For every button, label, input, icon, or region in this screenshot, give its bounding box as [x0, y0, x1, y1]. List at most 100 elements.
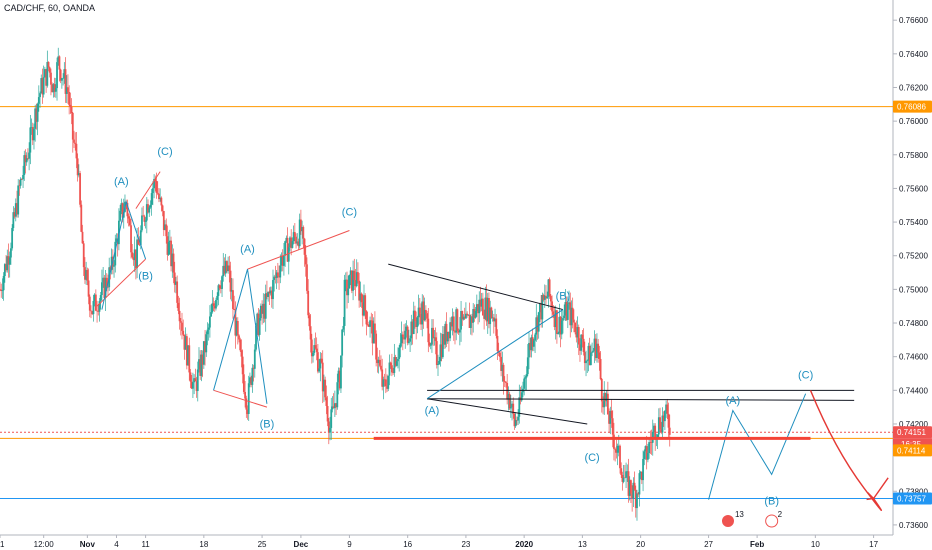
candle-body — [576, 327, 579, 338]
candle-body — [42, 77, 45, 95]
candle-body — [320, 358, 323, 363]
candle-body — [142, 215, 145, 217]
candle-body — [529, 342, 532, 351]
candle-body — [238, 335, 240, 340]
candle-body — [633, 482, 636, 490]
y-tick-label: 0.73600 — [899, 521, 928, 530]
candle-body — [196, 369, 199, 392]
candle-body — [440, 344, 443, 358]
candle-body — [594, 338, 597, 358]
candle-body — [216, 295, 219, 300]
candle-body — [523, 378, 526, 389]
candle-body — [134, 249, 137, 269]
candle-body — [296, 241, 299, 244]
candle-body — [380, 365, 382, 370]
candle-body — [266, 293, 268, 297]
candle-body — [189, 372, 192, 382]
candle-body — [461, 311, 464, 320]
candle-body — [308, 315, 311, 327]
candle-body — [298, 219, 301, 247]
candle-body — [593, 338, 596, 351]
candle-body — [451, 316, 454, 327]
candle-body — [67, 87, 69, 92]
candle-body — [535, 317, 538, 335]
candle-body — [18, 185, 21, 187]
trend-line — [427, 398, 588, 425]
candle-body — [212, 303, 215, 306]
candle-body — [13, 212, 16, 217]
blue-wave-line — [426, 309, 564, 400]
candle-body — [366, 324, 369, 325]
wave-label: (A) — [726, 395, 741, 407]
candle-body — [377, 359, 380, 364]
candle-body — [12, 212, 15, 228]
price-tag-current: 0.74151 — [897, 428, 926, 437]
candle-body — [50, 72, 52, 85]
candle-body — [528, 342, 530, 358]
candle-body — [467, 314, 470, 316]
candle-body — [492, 317, 495, 322]
candle-body — [507, 393, 510, 400]
candle-body — [80, 204, 83, 232]
candle-body — [278, 276, 280, 278]
candle-body — [623, 477, 626, 479]
candle-body — [293, 232, 296, 237]
candle-body — [536, 317, 539, 332]
candle-body — [397, 358, 399, 362]
candle-body — [478, 299, 481, 314]
candle-body — [300, 219, 302, 232]
x-tick-label: 10 — [811, 540, 820, 549]
red-wave-line — [96, 258, 146, 307]
candle-body — [233, 308, 236, 310]
candle-body — [450, 322, 453, 327]
candle-body — [391, 365, 393, 373]
candle-body — [113, 265, 115, 267]
candle-body — [94, 294, 97, 311]
candle-body — [628, 480, 631, 496]
candle-body — [460, 311, 462, 330]
candle-body — [86, 269, 89, 281]
candle-body — [363, 295, 365, 316]
candle-body — [393, 357, 396, 373]
candle-body — [364, 295, 367, 311]
candle-body — [355, 272, 358, 287]
candle-body — [274, 276, 277, 278]
candle-body — [517, 416, 519, 421]
wave-label: (B) — [556, 290, 571, 302]
candle-body — [659, 417, 661, 430]
candle-body — [255, 325, 257, 350]
candle-body — [284, 241, 287, 256]
candle-body — [509, 407, 512, 409]
candle-body — [29, 127, 32, 153]
candle-body — [585, 360, 587, 364]
candle-body — [14, 203, 17, 217]
candle-body — [297, 241, 300, 247]
candle-body — [621, 475, 624, 482]
candle-body — [148, 207, 151, 213]
candle-body — [275, 272, 278, 278]
x-tick-label: 16 — [403, 540, 412, 549]
candle-body — [241, 356, 244, 375]
candle-body — [531, 337, 534, 347]
candle-body — [495, 318, 498, 336]
candle-body — [662, 415, 665, 422]
candle-body — [162, 210, 165, 230]
candle-body — [361, 302, 364, 316]
candle-body — [97, 311, 100, 312]
candle-body — [597, 343, 600, 353]
candle-body — [667, 413, 670, 428]
candle-body — [145, 204, 148, 221]
candle-body — [433, 337, 436, 339]
candle-body — [435, 341, 438, 366]
candle-body — [110, 256, 113, 270]
candle-body — [449, 322, 452, 339]
candle-body — [165, 224, 168, 237]
candle-body — [640, 472, 643, 481]
x-tick-label: 17 — [869, 540, 878, 549]
candle-body — [210, 312, 213, 317]
candle-body — [613, 434, 615, 449]
event-count: 13 — [735, 510, 744, 519]
candle-body — [307, 290, 310, 316]
y-tick-label: 0.75800 — [899, 151, 928, 160]
